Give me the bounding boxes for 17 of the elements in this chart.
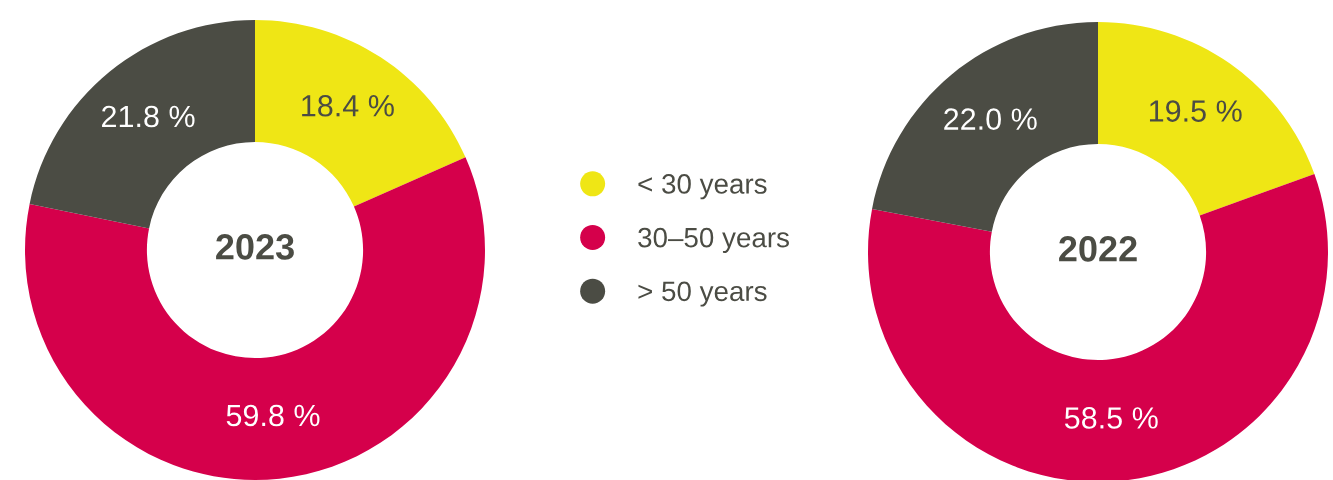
data-label: 58.5 % (1064, 407, 1158, 429)
legend-label: < 30 years (638, 174, 767, 200)
text: 2023 (216, 234, 294, 260)
legend-label: > 50 years (638, 281, 767, 307)
donut-slice (29, 20, 255, 229)
donut-slice (868, 174, 1328, 480)
donut-slice (1098, 22, 1315, 216)
data-label: 21.8 % (102, 105, 195, 128)
donut-slice (872, 22, 1098, 232)
data-label: 19.5 % (1149, 100, 1242, 122)
text: 2022 (1059, 236, 1137, 262)
data-label: 22.0 % (944, 108, 1037, 130)
donut-slice (255, 20, 466, 207)
donut-slice (25, 157, 485, 480)
legend-label: 30–50 years (638, 227, 789, 253)
data-label: 59.8 % (226, 404, 320, 427)
data-label: 18.4 % (302, 94, 394, 117)
